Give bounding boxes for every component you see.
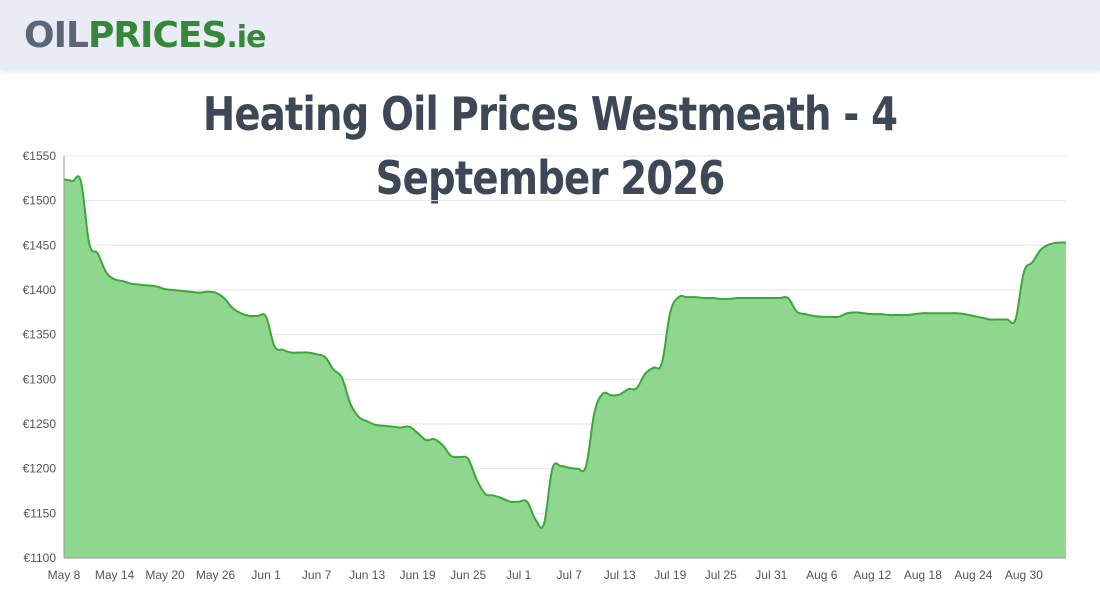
x-tick-label: May 20 bbox=[145, 568, 185, 582]
x-tick-label: May 8 bbox=[48, 568, 81, 582]
y-tick-label: €1550 bbox=[23, 149, 57, 163]
x-tick-label: Aug 18 bbox=[904, 568, 942, 582]
y-tick-label: €1200 bbox=[23, 462, 57, 476]
x-axis-ticks: May 8 May 14 May 20 May 26 Jun 1 Jun 7 Jun 13 J… bbox=[48, 568, 1044, 582]
x-tick-label: Jul 25 bbox=[705, 568, 737, 582]
x-tick-label: Jun 13 bbox=[349, 568, 385, 582]
x-tick-label: Jun 19 bbox=[400, 568, 436, 582]
x-tick-label: Jul 13 bbox=[604, 568, 636, 582]
y-tick-label: €1150 bbox=[24, 506, 57, 520]
logo-domain-text: .ie bbox=[226, 20, 266, 55]
y-tick-label: €1300 bbox=[23, 372, 57, 386]
x-tick-label: Jul 1 bbox=[506, 568, 532, 582]
x-tick-label: Jul 7 bbox=[557, 568, 583, 582]
logo-prices-text: PRICES bbox=[87, 15, 227, 56]
price-line bbox=[63, 175, 1067, 529]
price-area-fill bbox=[64, 176, 1066, 558]
site-header: OILPRICES.ie bbox=[0, 0, 1100, 70]
y-tick-label: €1500 bbox=[23, 194, 57, 208]
site-logo[interactable]: OILPRICES.ie bbox=[24, 14, 266, 60]
x-tick-label: Jun 1 bbox=[251, 568, 281, 582]
x-tick-label: May 14 bbox=[95, 568, 135, 582]
x-tick-label: Aug 24 bbox=[954, 568, 992, 582]
x-tick-label: Aug 12 bbox=[853, 568, 891, 582]
logo-oil-text: OIL bbox=[24, 15, 89, 56]
x-tick-label: May 26 bbox=[196, 568, 236, 582]
x-tick-label: Aug 6 bbox=[806, 568, 838, 582]
y-axis-ticks: €1100 €1150 €1200 €1250 €1300 €1350 €1400 €1450… bbox=[23, 149, 57, 565]
x-tick-label: Jul 19 bbox=[654, 568, 686, 582]
page-title: Heating Oil Prices Westmeath - 4 Septemb… bbox=[202, 87, 898, 205]
y-tick-label: €1250 bbox=[23, 417, 57, 431]
x-tick-label: Jul 31 bbox=[755, 568, 787, 582]
x-tick-label: Aug 30 bbox=[1005, 568, 1043, 582]
y-tick-label: €1100 bbox=[24, 551, 57, 565]
x-tick-label: Jun 7 bbox=[302, 568, 332, 582]
price-chart: €1100 €1150 €1200 €1250 €1300 €1350 €1400 €1450… bbox=[23, 149, 1067, 582]
y-tick-label: €1450 bbox=[23, 238, 57, 252]
y-tick-label: €1400 bbox=[23, 283, 57, 297]
x-tick-label: Jun 25 bbox=[450, 568, 486, 582]
y-tick-label: €1350 bbox=[23, 328, 57, 342]
